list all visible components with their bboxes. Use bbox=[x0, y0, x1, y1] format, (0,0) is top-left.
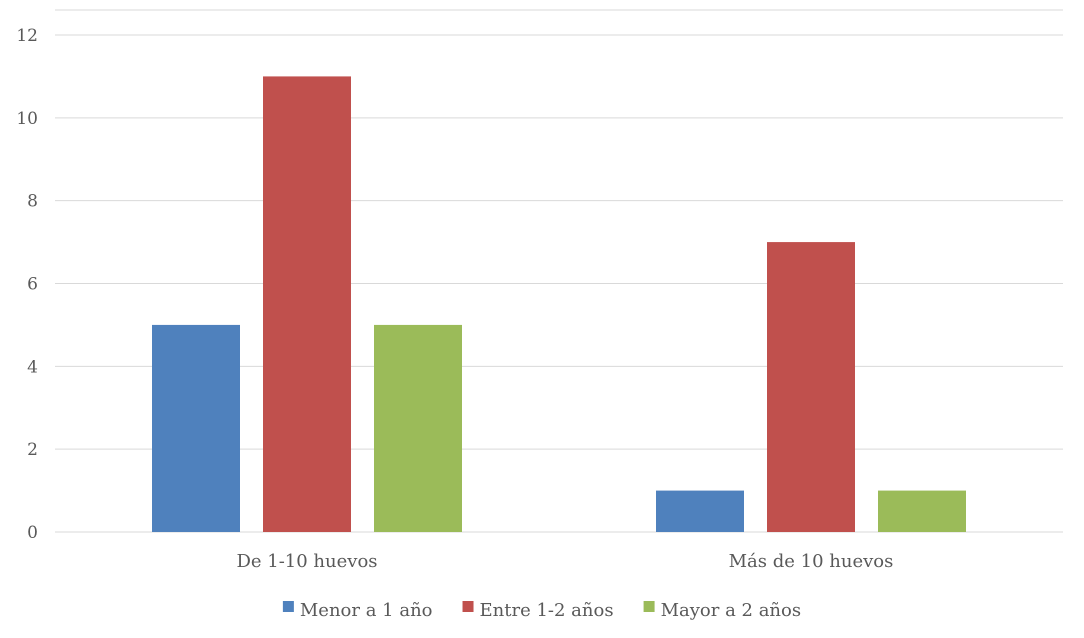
bars bbox=[152, 76, 966, 533]
legend-item: Mayor a 2 años bbox=[643, 600, 802, 621]
legend-swatch bbox=[282, 601, 294, 612]
bar bbox=[767, 242, 855, 533]
legend-swatch bbox=[643, 601, 655, 612]
legend-item: Menor a 1 año bbox=[282, 600, 433, 621]
y-tick-label: 10 bbox=[16, 109, 38, 129]
legend-label: Entre 1-2 años bbox=[480, 600, 614, 621]
legend-label: Mayor a 2 años bbox=[661, 600, 802, 621]
y-tick-label: 2 bbox=[27, 440, 38, 460]
bar bbox=[878, 490, 966, 532]
y-tick-label: 0 bbox=[27, 523, 38, 543]
bar bbox=[263, 76, 351, 533]
x-axis-categories: De 1-10 huevos Más de 10 huevos bbox=[236, 551, 893, 572]
legend-swatch bbox=[462, 601, 474, 612]
y-tick-label: 4 bbox=[27, 357, 38, 377]
legend-item: Entre 1-2 años bbox=[462, 600, 614, 621]
x-category-label: Más de 10 huevos bbox=[729, 551, 894, 572]
x-category-label: De 1-10 huevos bbox=[236, 551, 377, 572]
y-tick-label: 6 bbox=[27, 275, 38, 295]
bar bbox=[656, 490, 744, 532]
bar bbox=[152, 324, 240, 532]
legend: Menor a 1 año Entre 1-2 años Mayor a 2 año… bbox=[282, 600, 802, 621]
y-tick-label: 8 bbox=[27, 192, 38, 212]
y-axis-ticks: 0 2 4 6 8 10 12 bbox=[16, 26, 38, 543]
y-tick-label: 12 bbox=[16, 26, 38, 46]
legend-label: Menor a 1 año bbox=[300, 600, 433, 621]
bar bbox=[374, 324, 462, 532]
